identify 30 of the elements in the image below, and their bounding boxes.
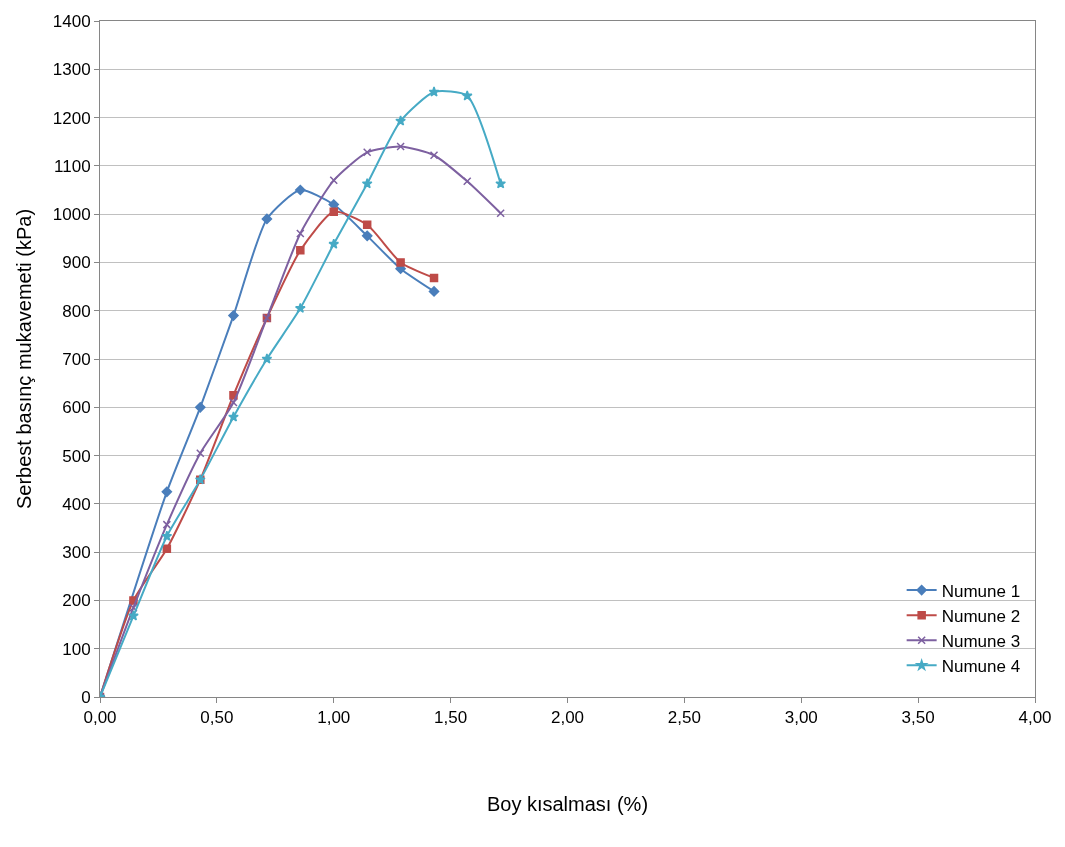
y-tick-label: 200 [62, 591, 91, 611]
x-tick-label: 3,00 [784, 708, 818, 728]
x-tick-label: 0,50 [200, 708, 234, 728]
legend-label: Numune 3 [941, 631, 1021, 651]
x-tick-label: 0,00 [83, 708, 117, 728]
y-tick-label: 900 [62, 253, 91, 273]
y-tick-label: 400 [62, 494, 91, 514]
y-tick-label: 1400 [52, 11, 91, 31]
y-tick-label: 1200 [52, 108, 91, 128]
x-tick-label: 1,00 [317, 708, 351, 728]
legend-label: Numune 2 [941, 606, 1021, 626]
y-tick-label: 600 [62, 398, 91, 418]
x-tick-label: 1,50 [434, 708, 468, 728]
x-tick-label: 3,50 [901, 708, 935, 728]
x-axis-title: Boy kısalması (%) [486, 792, 649, 815]
y-tick-label: 800 [62, 301, 91, 321]
y-tick-label: 1100 [54, 156, 91, 176]
y-tick-label: 1300 [52, 60, 91, 80]
x-tick-label: 2,50 [667, 708, 701, 728]
y-tick-label: 500 [62, 446, 91, 466]
y-axis-title: Serbest basınç mukavemeti (kPa) [13, 208, 36, 510]
y-tick-label: 0 [81, 687, 91, 707]
x-tick-label: 2,00 [550, 708, 585, 728]
legend-label: Numune 1 [941, 581, 1021, 601]
y-tick-label: 700 [62, 349, 91, 369]
y-tick-label: 100 [62, 639, 91, 659]
x-tick-label: 4,00 [1018, 708, 1052, 728]
y-tick-label: 1000 [52, 205, 91, 225]
legend-label: Numune 4 [941, 656, 1021, 676]
y-tick-label: 300 [62, 543, 91, 563]
